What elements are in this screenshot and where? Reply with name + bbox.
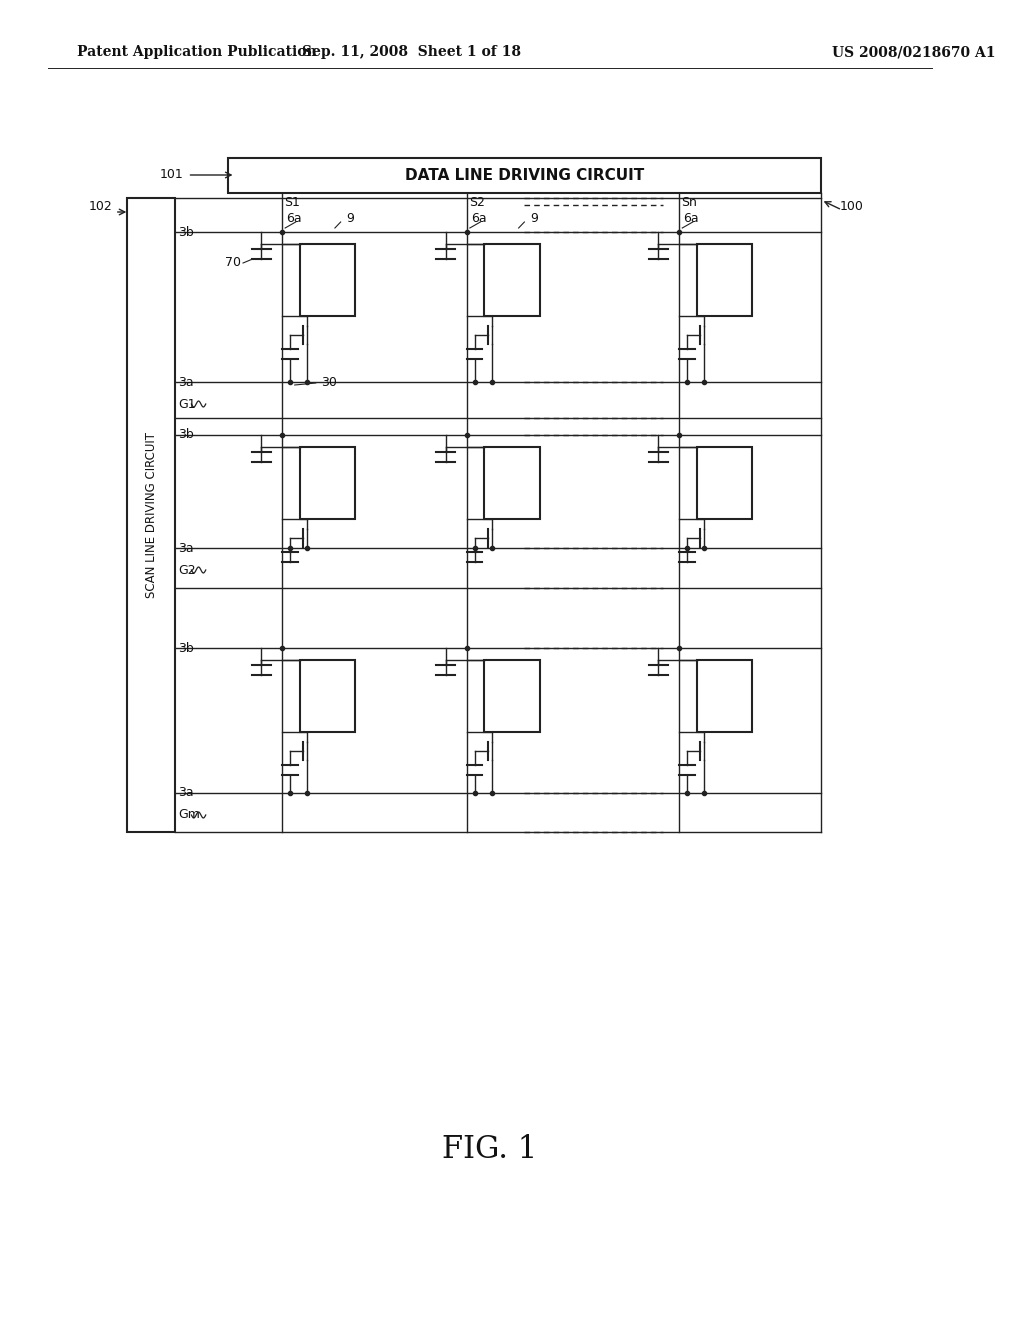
Text: 101: 101: [160, 169, 183, 181]
Text: 3a: 3a: [178, 541, 194, 554]
Text: S1: S1: [285, 195, 300, 209]
Bar: [696, 447, 752, 519]
Text: Gm: Gm: [178, 808, 200, 821]
Text: 30: 30: [322, 376, 337, 389]
Text: FIG. 1: FIG. 1: [442, 1134, 538, 1166]
Text: 9: 9: [346, 213, 354, 226]
Bar: [299, 660, 355, 733]
Text: G1: G1: [178, 397, 196, 411]
Text: 9: 9: [530, 213, 538, 226]
Text: DATA LINE DRIVING CIRCUIT: DATA LINE DRIVING CIRCUIT: [404, 168, 644, 183]
Bar: [227, 158, 821, 193]
Text: 100: 100: [840, 201, 864, 214]
Text: 3a: 3a: [178, 375, 194, 388]
Text: 70: 70: [225, 256, 241, 269]
Bar: [696, 660, 752, 733]
Bar: [299, 447, 355, 519]
Text: 3b: 3b: [178, 429, 194, 441]
Text: Sep. 11, 2008  Sheet 1 of 18: Sep. 11, 2008 Sheet 1 of 18: [302, 45, 521, 59]
Bar: [299, 244, 355, 315]
Text: 6a: 6a: [683, 213, 698, 226]
Text: S2: S2: [469, 195, 484, 209]
Bar: [484, 244, 540, 315]
Bar: [484, 660, 540, 733]
Text: 6a: 6a: [471, 213, 486, 226]
Text: 3b: 3b: [178, 226, 194, 239]
Text: 102: 102: [89, 201, 113, 214]
Text: US 2008/0218670 A1: US 2008/0218670 A1: [833, 45, 996, 59]
Text: 6a: 6a: [286, 213, 302, 226]
Bar: [127, 198, 175, 832]
Bar: [484, 447, 540, 519]
Text: 3a: 3a: [178, 787, 194, 800]
Bar: [696, 244, 752, 315]
Text: G2: G2: [178, 564, 196, 577]
Text: Sn: Sn: [681, 195, 697, 209]
Text: Patent Application Publication: Patent Application Publication: [77, 45, 316, 59]
Text: SCAN LINE DRIVING CIRCUIT: SCAN LINE DRIVING CIRCUIT: [144, 432, 158, 598]
Text: 3b: 3b: [178, 642, 194, 655]
